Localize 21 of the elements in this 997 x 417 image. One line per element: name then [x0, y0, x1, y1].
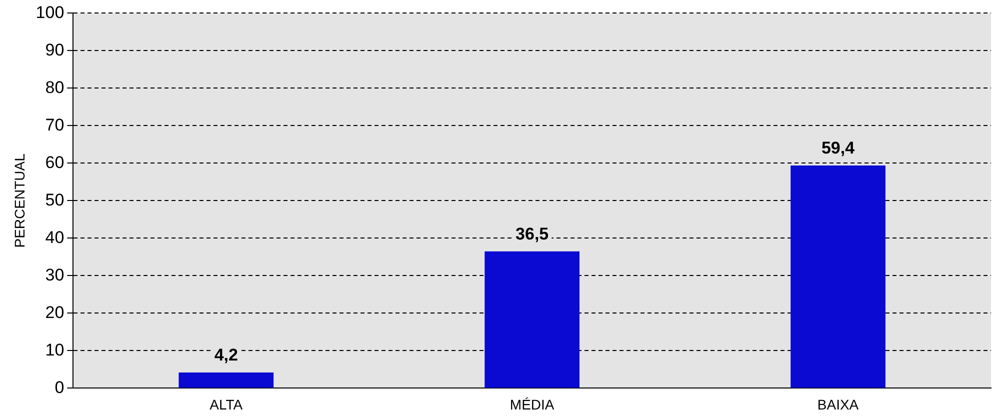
bar — [178, 372, 274, 388]
y-tick-label: 20 — [45, 302, 64, 322]
y-tick-label: 80 — [45, 78, 64, 97]
x-tick-label: MÉDIA — [510, 396, 555, 412]
data-label: 59,4 — [821, 138, 856, 158]
x-tick-label: BAIXA — [817, 396, 860, 412]
y-tick-label: 100 — [36, 2, 64, 22]
y-axis-title: PERCENTUAL — [11, 153, 28, 248]
bar — [484, 251, 580, 388]
y-tick-label: 60 — [45, 152, 64, 172]
y-tick-label: 30 — [45, 265, 64, 284]
bar — [790, 165, 886, 388]
y-tick-label: 50 — [45, 190, 64, 210]
y-tick-label: 0 — [54, 378, 64, 397]
y-tick-label: 10 — [45, 340, 64, 360]
x-tick-label: ALTA — [210, 396, 244, 412]
data-label: 4,2 — [214, 346, 238, 365]
y-tick-label: 70 — [45, 115, 64, 134]
y-tick-label: 90 — [45, 40, 64, 60]
data-label: 36,5 — [516, 224, 549, 244]
y-tick-label: 40 — [45, 228, 64, 247]
